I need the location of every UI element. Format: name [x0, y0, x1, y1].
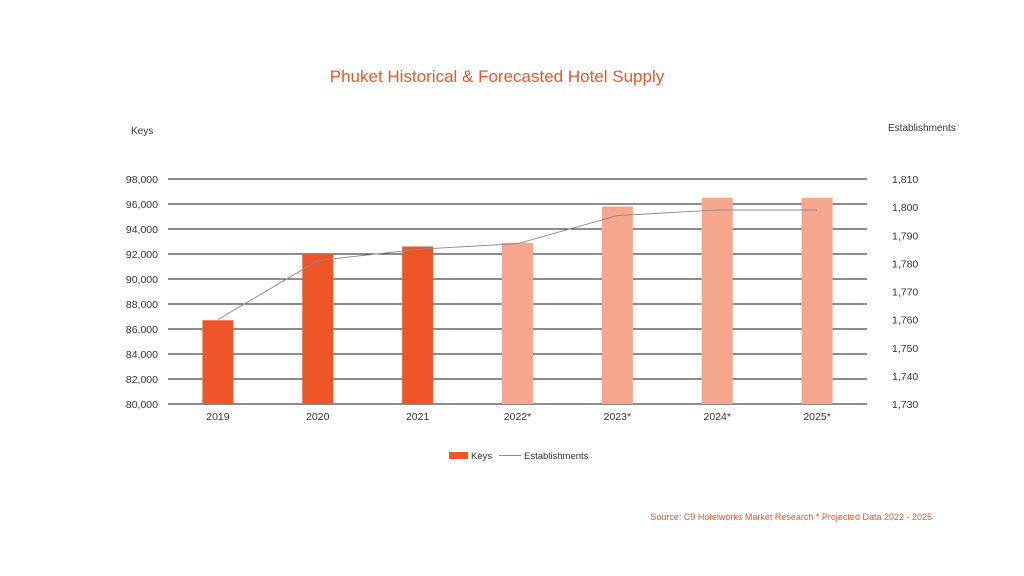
left-tick-label: 88,000 — [126, 299, 158, 311]
keys-bar — [502, 242, 533, 404]
source-note: Source: C9 Hotelworks Market Research * … — [650, 512, 932, 522]
x-tick-label: 2024* — [703, 411, 730, 423]
x-tick-label: 2022* — [504, 411, 531, 423]
x-tick-label: 2025* — [803, 411, 830, 423]
establishments-line-group — [217, 209, 818, 321]
x-tick-label: 2021 — [406, 411, 430, 423]
left-tick-label: 84,000 — [126, 349, 158, 361]
x-axis-ticks: 2019 2020 2021 2022* 2023* 2024* 2025* — [206, 411, 831, 423]
left-tick-label: 90,000 — [126, 274, 158, 286]
keys-bars — [202, 197, 833, 404]
right-tick-label: 1,750 — [892, 343, 918, 355]
chart-title: Phuket Historical & Forecasted Hotel Sup… — [330, 67, 665, 86]
x-tick-label: 2019 — [206, 411, 230, 423]
right-tick-label: 1,760 — [892, 315, 918, 327]
left-axis-ticks: 80,000 82,000 84,000 86,000 88,000 90,000 92,0… — [126, 174, 158, 411]
x-tick-label: 2023* — [604, 411, 631, 423]
legend-keys-swatch — [449, 452, 468, 459]
left-tick-label: 98,000 — [126, 174, 158, 186]
x-tick-label: 2020 — [306, 411, 330, 423]
keys-bar — [601, 206, 633, 404]
keys-bar — [302, 254, 334, 404]
left-tick-label: 86,000 — [126, 324, 158, 336]
right-tick-label: 1,790 — [892, 230, 918, 242]
keys-bar — [701, 197, 733, 404]
left-tick-label: 94,000 — [126, 224, 158, 236]
left-tick-label: 96,000 — [126, 199, 158, 211]
left-axis-title: Keys — [131, 126, 153, 137]
right-tick-label: 1,800 — [892, 202, 918, 214]
right-tick-label: 1,780 — [892, 258, 918, 270]
keys-bar — [801, 197, 833, 404]
right-axis-ticks: 1,730 1,740 1,750 1,760 1,770 1,780 1,790 1,800… — [892, 174, 918, 411]
legend: Keys Establishments — [449, 451, 589, 462]
legend-keys-label: Keys — [471, 451, 492, 462]
keys-bar — [202, 320, 234, 404]
left-tick-label: 80,000 — [126, 399, 158, 411]
right-tick-label: 1,810 — [892, 174, 918, 186]
right-tick-label: 1,740 — [892, 371, 918, 383]
left-tick-label: 92,000 — [126, 249, 158, 261]
right-tick-label: 1,730 — [892, 399, 918, 411]
right-axis-title: Establishments — [888, 123, 956, 134]
right-tick-label: 1,770 — [892, 287, 918, 299]
establishments-line — [217, 209, 818, 321]
keys-bar — [402, 246, 434, 404]
left-tick-label: 82,000 — [126, 374, 158, 386]
legend-establishments-label: Establishments — [524, 451, 589, 462]
